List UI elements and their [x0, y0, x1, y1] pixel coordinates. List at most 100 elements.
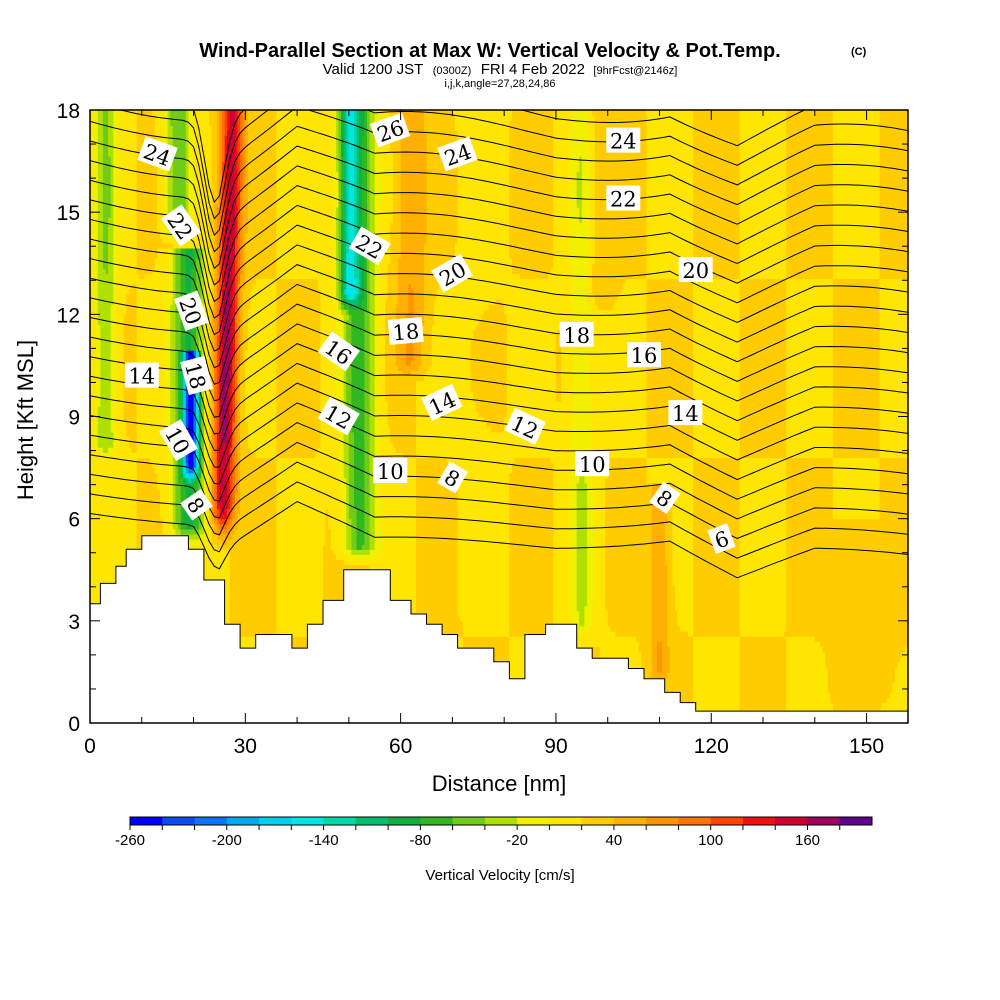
- velocity-cell: [136, 390, 140, 397]
- velocity-cell: [128, 385, 133, 392]
- velocity-cell: [118, 125, 122, 132]
- velocity-cell: [123, 385, 127, 392]
- velocity-cell: [134, 186, 138, 193]
- velocity-cell: [123, 242, 127, 249]
- velocity-cell: [131, 135, 135, 142]
- velocity-cell: [113, 110, 117, 116]
- velocity-cell: [118, 344, 122, 351]
- velocity-cell: [144, 237, 148, 244]
- velocity-cell: [102, 488, 107, 494]
- velocity-cell: [90, 145, 94, 152]
- velocity-cell: [105, 436, 109, 443]
- velocity-cell: [97, 242, 101, 249]
- velocity-cell: [90, 360, 94, 367]
- velocity-cell: [108, 579, 112, 586]
- velocity-cell: [126, 467, 130, 474]
- velocity-cell: [131, 493, 135, 499]
- velocity-cell: [108, 186, 112, 193]
- velocity-cell: [110, 574, 114, 581]
- velocity-cell: [105, 544, 109, 550]
- velocity-cell: [113, 462, 117, 469]
- velocity-cell: [110, 339, 114, 346]
- velocity-cell: [121, 533, 125, 540]
- velocity-cell: [92, 472, 96, 479]
- velocity-cell: [123, 186, 127, 193]
- velocity-cell: [126, 227, 130, 234]
- velocity-cell: [105, 314, 109, 321]
- velocity-cell: [123, 176, 127, 183]
- velocity-cell: [97, 498, 101, 504]
- velocity-cell: [100, 411, 104, 418]
- velocity-cell: [90, 585, 94, 591]
- velocity-cell: [97, 396, 101, 402]
- velocity-cell: [108, 549, 112, 556]
- velocity-cell: [141, 493, 145, 499]
- velocity-cell: [136, 339, 140, 346]
- velocity-cell: [144, 176, 148, 183]
- velocity-cell: [100, 181, 104, 188]
- velocity-cell: [90, 125, 94, 132]
- velocity-cell: [110, 309, 114, 315]
- velocity-cell: [121, 549, 125, 556]
- velocity-cell: [108, 431, 112, 438]
- velocity-cell: [110, 523, 114, 530]
- velocity-cell: [123, 533, 127, 540]
- velocity-cell: [92, 385, 96, 392]
- velocity-cell: [128, 242, 133, 249]
- velocity-cell: [95, 559, 99, 566]
- velocity-cell: [144, 171, 148, 178]
- velocity-cell: [92, 288, 96, 295]
- velocity-cell: [126, 150, 130, 157]
- velocity-cell: [126, 344, 130, 351]
- velocity-cell: [141, 304, 145, 310]
- velocity-cell: [141, 472, 145, 479]
- velocity-cell: [131, 227, 135, 234]
- velocity-cell: [118, 549, 122, 556]
- velocity-cell: [105, 477, 109, 484]
- velocity-cell: [115, 278, 120, 285]
- velocity-cell: [126, 493, 130, 499]
- velocity-cell: [144, 278, 148, 285]
- velocity-cell: [118, 222, 122, 229]
- velocity-cell: [115, 217, 120, 223]
- velocity-cell: [95, 488, 99, 494]
- velocity-cell: [121, 508, 125, 515]
- velocity-cell: [131, 508, 135, 515]
- velocity-cell: [95, 309, 99, 315]
- velocity-cell: [123, 508, 127, 515]
- velocity-cell: [113, 385, 117, 392]
- velocity-cell: [108, 452, 112, 458]
- velocity-cell: [144, 253, 148, 259]
- velocity-cell: [113, 518, 117, 525]
- velocity-cell: [102, 344, 107, 351]
- velocity-cell: [141, 329, 145, 336]
- velocity-cell: [139, 232, 143, 239]
- velocity-cell: [95, 518, 99, 525]
- velocity-cell: [95, 288, 99, 295]
- velocity-cell: [95, 247, 99, 254]
- velocity-cell: [102, 472, 107, 479]
- velocity-cell: [131, 482, 135, 489]
- velocity-cell: [134, 488, 138, 494]
- velocity-cell: [134, 482, 138, 489]
- velocity-cell: [108, 242, 112, 249]
- velocity-cell: [131, 191, 135, 198]
- velocity-cell: [118, 283, 122, 290]
- velocity-cell: [105, 212, 109, 218]
- velocity-cell: [118, 278, 122, 285]
- velocity-cell: [105, 549, 109, 556]
- velocity-cell: [141, 176, 145, 183]
- velocity-cell: [144, 191, 148, 198]
- velocity-cell: [92, 380, 96, 387]
- velocity-cell: [121, 247, 125, 254]
- velocity-cell: [126, 447, 130, 453]
- velocity-cell: [90, 166, 94, 172]
- velocity-cell: [131, 130, 135, 137]
- velocity-cell: [139, 115, 143, 121]
- velocity-cell: [136, 314, 140, 321]
- velocity-cell: [105, 309, 109, 315]
- velocity-cell: [113, 288, 117, 295]
- velocity-cell: [105, 324, 109, 331]
- velocity-cell: [126, 477, 130, 484]
- velocity-cell: [105, 130, 109, 137]
